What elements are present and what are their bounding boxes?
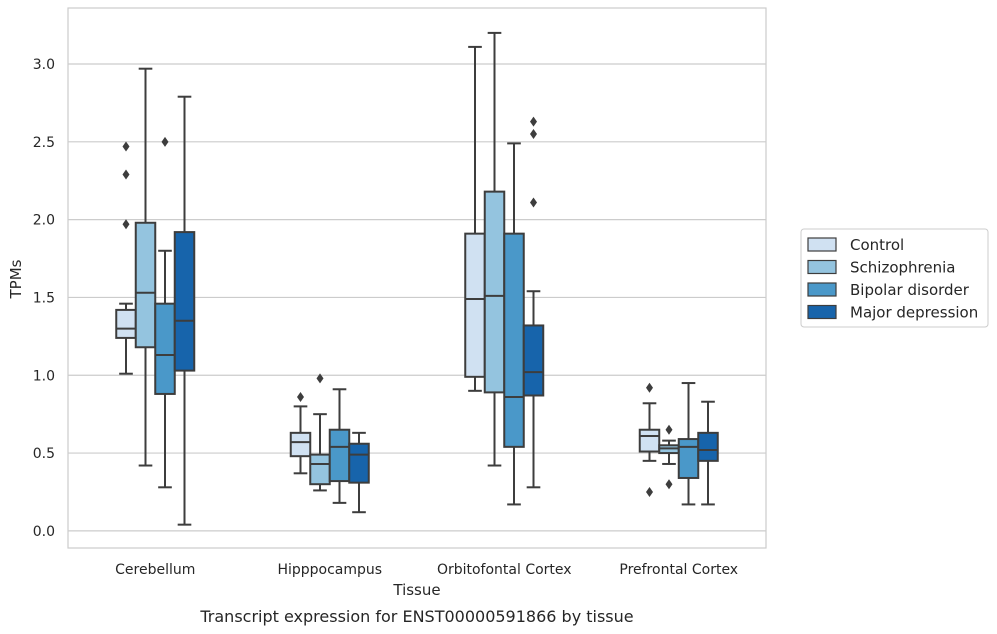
box-control (289, 392, 312, 475)
box-major-depression (173, 95, 196, 526)
legend-label: Major depression (850, 304, 978, 322)
box-bipolar-disorder (328, 388, 351, 504)
y-tick-label: 2.0 (33, 213, 55, 229)
legend-label: Bipolar disorder (850, 281, 970, 299)
box-schizophrenia (309, 373, 331, 492)
iqr-box (309, 453, 331, 486)
box-control (464, 45, 486, 392)
outlier-point (122, 219, 130, 230)
legend-swatch (807, 259, 837, 275)
iqr-box (677, 438, 700, 479)
outlier-point (316, 373, 324, 384)
box-plot-marks (115, 31, 719, 526)
outlier-point (122, 169, 130, 180)
x-axis-ticks: Cerebellum Hipppocampus Orbitofontal Corte… (115, 562, 738, 578)
legend-frame (800, 228, 989, 328)
box-bipolar-disorder (503, 142, 525, 506)
outlier-point (122, 141, 130, 152)
legend-swatch (807, 304, 837, 320)
iqr-box (134, 221, 157, 349)
legend-swatch (807, 282, 837, 297)
box-schizophrenia (658, 424, 680, 490)
box-schizophrenia (483, 31, 506, 467)
grid-lines (68, 63, 766, 532)
box-bipolar-disorder (154, 136, 176, 489)
legend-label: Schizophrenia (850, 259, 955, 277)
outlier-point (530, 129, 537, 140)
x-tick-label: Cerebellum (115, 562, 195, 578)
iqr-box (328, 428, 351, 483)
x-tick-label: Hipppocampus (277, 562, 382, 578)
legend-label: Control (850, 236, 904, 254)
outlier-point (530, 116, 537, 127)
outlier-point (530, 197, 537, 208)
outlier-point (161, 136, 169, 147)
iqr-box (348, 442, 370, 484)
outlier-point (665, 479, 673, 490)
x-tick-label: Prefrontal Cortex (619, 562, 738, 578)
iqr-box (503, 232, 525, 448)
iqr-box (522, 324, 545, 397)
x-axis-label: Tissue (392, 581, 440, 599)
iqr-box (154, 302, 176, 395)
iqr-box (697, 431, 719, 462)
y-tick-label: 2.5 (33, 135, 55, 151)
legend-swatch (807, 237, 837, 252)
iqr-box (173, 231, 196, 372)
box-major-depression (697, 400, 719, 506)
legend: Control Schizophrenia Bipolar disorder Majo… (800, 228, 989, 328)
iqr-box (115, 308, 137, 339)
box-major-depression (348, 431, 370, 514)
outlier-point (665, 424, 673, 435)
outlier-point (646, 486, 653, 497)
iqr-box (289, 431, 312, 458)
iqr-box (464, 232, 486, 378)
y-tick-label: 0.5 (33, 446, 55, 462)
outlier-point (646, 382, 653, 393)
y-axis-label: TPMs (7, 259, 25, 299)
y-tick-label: 1.0 (33, 368, 55, 384)
x-tick-label: Orbitofontal Cortex (437, 562, 572, 578)
box-control (638, 382, 661, 497)
y-tick-label: 3.0 (33, 57, 55, 73)
box-bipolar-disorder (677, 382, 700, 506)
chart-caption: Transcript expression for ENST0000059186… (199, 607, 633, 626)
box-control (115, 141, 137, 375)
y-tick-label: 1.5 (33, 290, 55, 306)
iqr-box (483, 190, 506, 394)
plot-frame (67, 7, 767, 549)
y-axis-ticks: 0.0 0.5 1.0 1.5 2.0 2.5 3.0 (33, 57, 55, 540)
box-major-depression (522, 116, 545, 489)
y-tick-label: 0.0 (33, 524, 55, 540)
box-schizophrenia (134, 67, 157, 467)
iqr-box (638, 428, 661, 453)
outlier-point (297, 392, 304, 403)
